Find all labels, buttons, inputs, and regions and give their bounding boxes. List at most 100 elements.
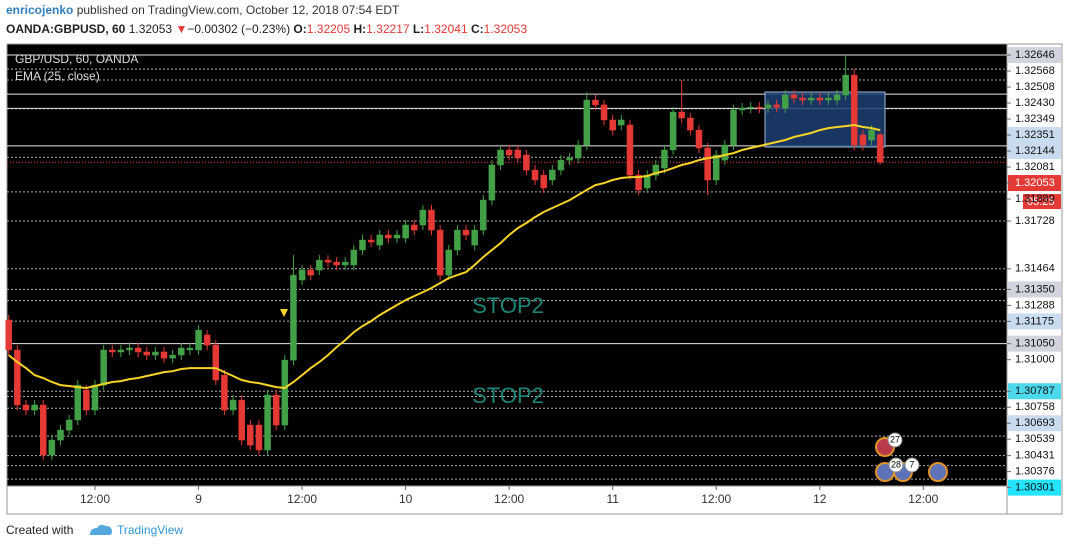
x-tick-label: 12:00: [908, 492, 938, 506]
candle-body: [428, 209, 435, 231]
l-label: L:: [413, 22, 424, 36]
candle-body: [393, 234, 401, 239]
candle-body: [255, 424, 263, 451]
footer-text: Created with: [6, 523, 73, 537]
marker: [280, 309, 288, 317]
candle-body: [212, 344, 220, 381]
candle-body: [316, 259, 323, 271]
annotation[interactable]: STOP2: [472, 293, 544, 318]
y-tick-label: 1.32646: [1015, 49, 1055, 61]
o-label: O:: [293, 22, 306, 36]
event-count: 27: [890, 434, 900, 444]
candle-body: [281, 359, 289, 426]
candle-body: [704, 147, 711, 181]
candle-body: [721, 144, 729, 161]
candle-body: [221, 374, 228, 411]
candle-body: [540, 174, 547, 189]
candle-body: [376, 234, 383, 246]
candle-body: [756, 106, 763, 109]
candle-body: [816, 97, 824, 101]
y-tick-label: 1.31728: [1015, 215, 1055, 227]
x-tick-label: 12:00: [494, 492, 524, 506]
candle-body: [14, 349, 21, 406]
candle-body: [807, 97, 815, 101]
candle-body: [109, 349, 116, 353]
l-value: 1.32041: [424, 22, 468, 36]
price-label-box: [1008, 335, 1061, 352]
y-tick-label: 1.32053: [1015, 177, 1055, 189]
candle-body: [385, 234, 392, 239]
event-badge: [904, 457, 920, 473]
candle-body: [480, 199, 487, 231]
candle-body: [730, 109, 737, 146]
h-label: H:: [354, 22, 367, 36]
candle-body: [445, 249, 453, 276]
candle-body: [22, 404, 30, 411]
price-label-box: [1008, 175, 1061, 192]
brand[interactable]: TradingView: [117, 523, 183, 537]
candle-body: [48, 439, 56, 456]
candle-body: [333, 261, 340, 266]
annotation[interactable]: STOP2: [472, 383, 544, 408]
candle-body: [367, 239, 375, 243]
x-tick-label: 12: [813, 492, 827, 506]
candle-body: [514, 149, 522, 159]
arrow: ▼: [175, 22, 187, 36]
candle-body: [687, 117, 694, 131]
price-label-box: [1008, 143, 1061, 160]
events: 27 28 7: [875, 432, 948, 482]
candle-body: [410, 224, 418, 231]
candle-body: [100, 349, 107, 386]
o-value: 1.32205: [307, 22, 351, 36]
candle-body: [876, 134, 884, 163]
indicator-name: EMA (25, close): [15, 69, 100, 83]
change: −0.00302 (−0.23%): [187, 22, 290, 36]
countdown: 05:25: [1027, 196, 1055, 208]
candle-body: [203, 334, 211, 346]
candle-body: [178, 347, 185, 356]
event-flag[interactable]: [928, 462, 948, 482]
frame: [6, 43, 1063, 515]
h-value: 1.32217: [366, 22, 410, 36]
candle-body: [635, 174, 642, 191]
event-count: 7: [909, 459, 914, 469]
y-tick-label: 1.32508: [1015, 81, 1055, 93]
logo: [90, 524, 112, 535]
x-tick-label: 10: [399, 492, 413, 506]
candle-body: [531, 169, 539, 181]
candle-body: [842, 74, 849, 96]
candle-body: [169, 354, 176, 359]
candle-body: [747, 106, 754, 109]
candle-body: [436, 229, 444, 276]
candle-body: [592, 99, 599, 106]
candle-body: [419, 209, 427, 226]
candle-body: [773, 104, 780, 108]
x-tick-label: 9: [195, 492, 202, 506]
candle-body: [31, 404, 38, 411]
candle-body: [229, 399, 237, 411]
candle-body: [454, 229, 461, 251]
x-tick-label: 11: [606, 492, 619, 506]
candle-body: [833, 94, 841, 101]
candle-body: [695, 129, 703, 149]
y-tick-label: 1.31000: [1015, 354, 1055, 366]
candle-body: [65, 419, 73, 431]
last: 1.32053: [129, 22, 173, 36]
candle-body: [618, 119, 625, 126]
candle-body: [83, 389, 90, 411]
candle-body: [825, 97, 832, 101]
y-tick-label: 1.31050: [1015, 338, 1055, 350]
candle-body: [471, 229, 478, 246]
candle-body: [488, 164, 496, 201]
c-label: C:: [471, 22, 484, 36]
candle-body: [57, 429, 64, 441]
candle-body: [523, 154, 530, 171]
candle-body: [402, 224, 409, 239]
candle-body: [626, 124, 634, 176]
author[interactable]: enricojenko: [6, 3, 73, 17]
candle-body: [799, 97, 806, 101]
candle-body: [583, 99, 591, 146]
candle-body: [669, 111, 677, 151]
candle-body: [738, 107, 746, 111]
